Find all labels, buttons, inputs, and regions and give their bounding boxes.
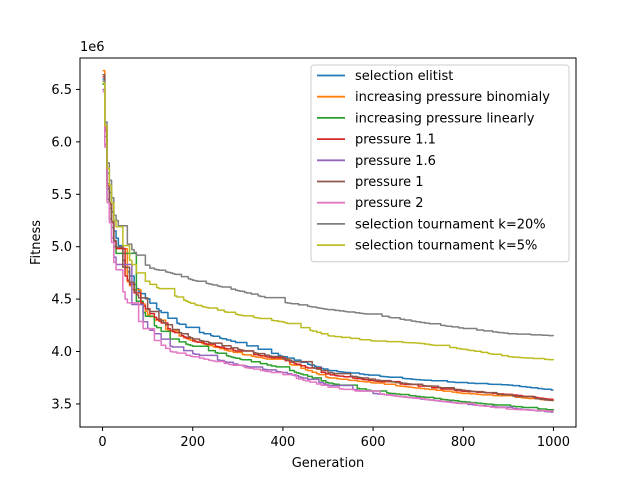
y-offset-label: 1e6 — [80, 40, 105, 55]
y-axis-label: Fitness — [29, 220, 44, 265]
legend-entry-label: increasing pressure binomialy — [355, 90, 550, 105]
series-line-7 — [102, 90, 555, 412]
y-tick-label: 6.5 — [51, 83, 72, 98]
x-tick-label: 800 — [451, 435, 476, 450]
legend-entry-label: increasing pressure linearly — [355, 111, 535, 126]
y-tick-label: 3.5 — [51, 397, 72, 412]
legend: selection elitist increasing pressure bin… — [310, 64, 570, 263]
legend-entry-label: pressure 1.1 — [355, 133, 436, 148]
x-tick-label: 1000 — [537, 435, 570, 450]
x-tick-label: 0 — [98, 435, 106, 450]
x-tick-label: 200 — [180, 435, 205, 450]
series-line-8 — [102, 80, 555, 337]
x-tick-label: 600 — [361, 435, 386, 450]
legend-entry-label: pressure 1.6 — [355, 154, 436, 169]
series-line-3 — [102, 83, 555, 411]
plot-frame — [79, 57, 577, 428]
legend-entry-label: selection tournament k=20% — [355, 217, 546, 232]
axes: 0 200 400 600 800 1000 3.5 4.0 4.5 5.0 5.5 6.0 6.5 1e… — [29, 40, 577, 471]
x-axis-label: Generation — [292, 456, 365, 471]
legend-entry-label: selection elitist — [355, 69, 453, 84]
series-line-1 — [102, 78, 554, 391]
plot-lines — [102, 69, 555, 413]
legend-entry-label: pressure 1 — [355, 175, 424, 190]
legend-entry-label: pressure 2 — [355, 196, 424, 211]
y-tick-label: 6.0 — [51, 135, 72, 150]
y-tick-label: 5.0 — [51, 240, 72, 255]
y-tick-label: 4.0 — [51, 345, 72, 360]
legend-box — [310, 64, 570, 263]
y-tick-label: 4.5 — [51, 293, 72, 308]
x-tick-label: 400 — [270, 435, 295, 450]
legend-entry-label: selection tournament k=5% — [355, 239, 537, 254]
series-line-6 — [102, 74, 554, 402]
series-line-9 — [102, 82, 555, 361]
y-tick-label: 5.5 — [51, 188, 72, 203]
